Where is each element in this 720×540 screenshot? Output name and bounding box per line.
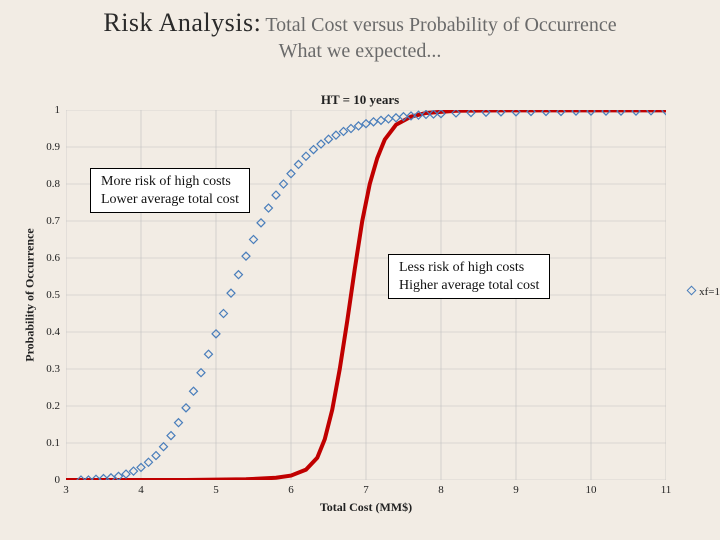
slide-title-block: Risk Analysis: Total Cost versus Probabi… — [0, 0, 720, 63]
legend-label: xf=1 — [699, 286, 720, 298]
x-tick: 10 — [586, 484, 597, 496]
x-axis-label: Total Cost (MM$) — [320, 500, 412, 515]
annotation-line: Lower average total cost — [101, 191, 239, 209]
plot-area: Probability of Occurrence Total Cost (MM… — [66, 110, 666, 480]
title-main: Risk Analysis: — [103, 8, 261, 37]
y-tick: 0.5 — [30, 289, 60, 301]
y-tick: 0.4 — [30, 326, 60, 338]
x-tick: 4 — [138, 484, 144, 496]
x-tick: 9 — [513, 484, 519, 496]
legend: xf=1 — [688, 286, 720, 298]
x-tick: 3 — [63, 484, 69, 496]
x-tick: 5 — [213, 484, 219, 496]
chart-title: HT = 10 years — [20, 92, 700, 108]
chart: HT = 10 years Probability of Occurrence … — [20, 92, 700, 532]
y-tick: 0.3 — [30, 363, 60, 375]
annotation-less-risk: Less risk of high costs Higher average t… — [388, 254, 550, 299]
x-tick: 11 — [661, 484, 672, 496]
diamond-icon — [687, 286, 697, 296]
y-tick: 0.8 — [30, 178, 60, 190]
title-sub2: What we expected... — [10, 40, 710, 63]
y-tick: 1 — [30, 104, 60, 116]
title-sub1: Total Cost versus Probability of Occurre… — [265, 14, 616, 36]
annotation-more-risk: More risk of high costs Lower average to… — [90, 168, 250, 213]
y-tick: 0.6 — [30, 252, 60, 264]
y-tick: 0 — [30, 474, 60, 486]
y-tick: 0.1 — [30, 437, 60, 449]
x-tick: 6 — [288, 484, 294, 496]
x-tick: 8 — [438, 484, 444, 496]
plot-svg — [66, 110, 666, 480]
y-tick: 0.9 — [30, 141, 60, 153]
y-tick: 0.2 — [30, 400, 60, 412]
x-tick: 7 — [363, 484, 369, 496]
annotation-line: Higher average total cost — [399, 277, 539, 295]
annotation-line: More risk of high costs — [101, 173, 239, 191]
y-tick: 0.7 — [30, 215, 60, 227]
annotation-line: Less risk of high costs — [399, 259, 539, 277]
